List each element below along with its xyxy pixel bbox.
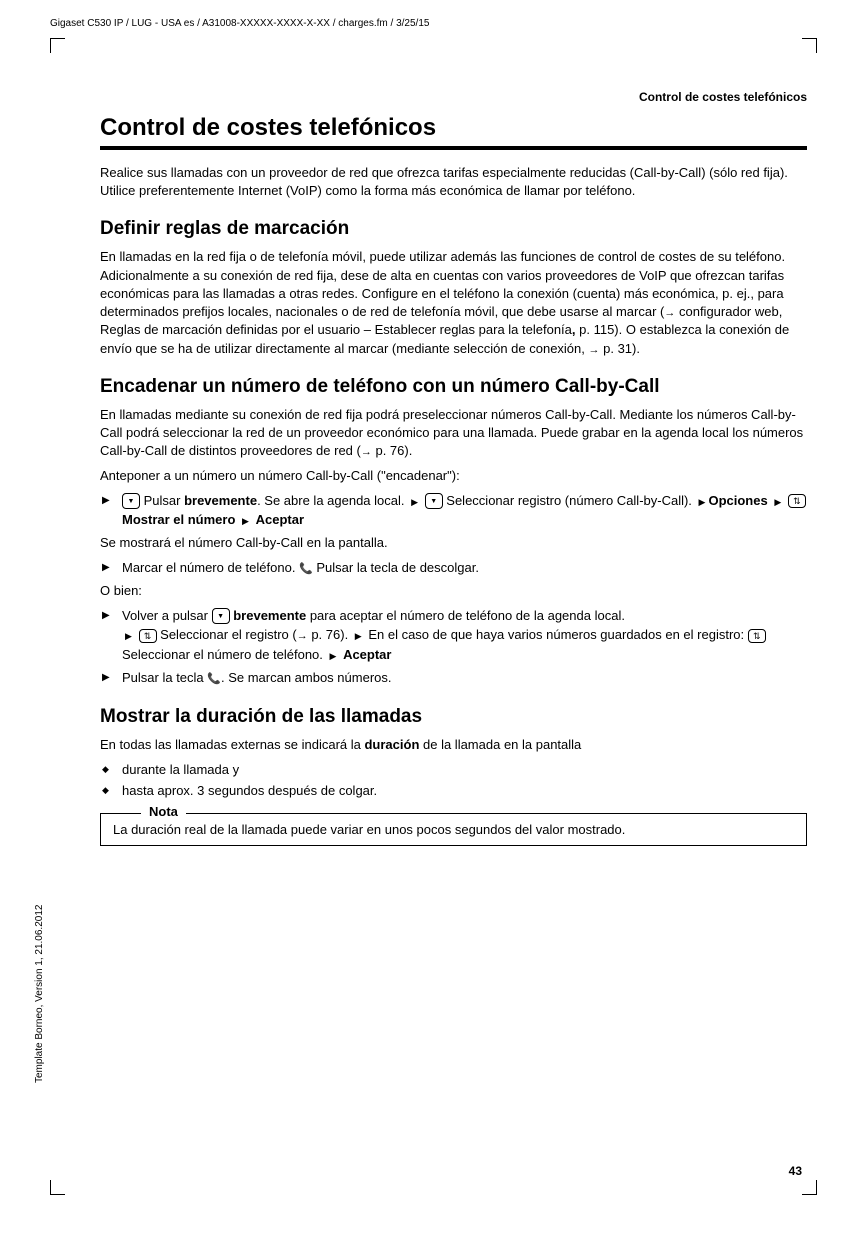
arrow-icon — [122, 627, 135, 642]
arrow-icon — [297, 627, 308, 642]
updown-key-icon — [139, 629, 157, 643]
crop-mark — [50, 38, 65, 53]
running-header: Control de costes telefónicos — [100, 90, 807, 104]
arrow-icon — [664, 304, 675, 319]
updown-key-icon — [788, 494, 806, 508]
down-key-icon — [425, 493, 443, 509]
title-rule — [100, 146, 807, 150]
bullet-item: durante la llamada y — [100, 760, 807, 780]
page-number: 43 — [789, 1164, 802, 1178]
arrow-icon — [327, 647, 340, 662]
doc-header: Gigaset C530 IP / LUG - USA es / A31008-… — [50, 18, 429, 29]
section-heading: Definir reglas de marcación — [100, 218, 807, 240]
phone-icon — [299, 560, 313, 575]
crop-mark — [50, 1180, 65, 1195]
note-label: Nota — [141, 804, 186, 819]
arrow-icon — [239, 512, 252, 527]
arrow-icon — [352, 627, 365, 642]
step-item: Pulsar la tecla . Se marcan ambos número… — [100, 668, 807, 688]
body-text: En llamadas en la red fija o de telefoní… — [100, 248, 807, 358]
template-version: Template Borneo, Version 1, 21.06.2012 — [34, 905, 45, 1083]
step-item: Pulsar brevemente. Se abre la agenda loc… — [100, 491, 807, 530]
intro-text: Realice sus llamadas con un proveedor de… — [100, 164, 807, 200]
down-key-icon — [122, 493, 140, 509]
section-heading: Encadenar un número de teléfono con un n… — [100, 376, 807, 398]
bullet-item: hasta aprox. 3 segundos después de colga… — [100, 781, 807, 801]
arrow-icon — [589, 341, 600, 356]
updown-key-icon — [748, 629, 766, 643]
section-heading: Mostrar la duración de las llamadas — [100, 706, 807, 728]
page-title: Control de costes telefónicos — [100, 114, 807, 142]
note-box: Nota La duración real de la llamada pued… — [100, 813, 807, 846]
body-text: O bien: — [100, 582, 807, 600]
arrow-icon — [696, 493, 709, 508]
crop-mark — [802, 1180, 817, 1195]
step-item: Volver a pulsar brevemente para aceptar … — [100, 606, 807, 665]
step-item: Marcar el número de teléfono. Pulsar la … — [100, 558, 807, 578]
body-text: Anteponer a un número un número Call-by-… — [100, 467, 807, 485]
body-text: En llamadas mediante su conexión de red … — [100, 406, 807, 461]
down-key-icon — [212, 608, 230, 624]
note-text: La duración real de la llamada puede var… — [113, 822, 625, 837]
body-text: En todas las llamadas externas se indica… — [100, 736, 807, 754]
arrow-icon — [771, 493, 784, 508]
arrow-icon — [361, 443, 372, 458]
crop-mark — [802, 38, 817, 53]
phone-icon — [207, 670, 221, 685]
body-text: Se mostrará el número Call-by-Call en la… — [100, 534, 807, 552]
arrow-icon — [408, 493, 421, 508]
